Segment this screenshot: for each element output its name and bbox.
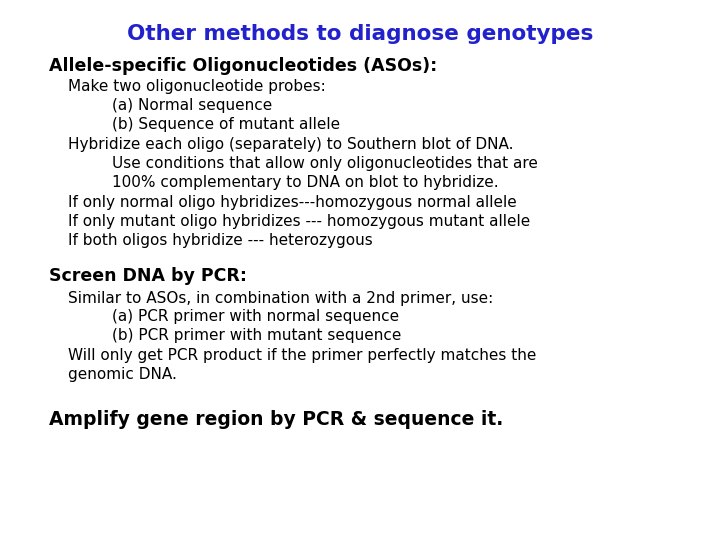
Text: 100% complementary to DNA on blot to hybridize.: 100% complementary to DNA on blot to hyb…	[112, 175, 498, 190]
Text: Allele-specific Oligonucleotides (ASOs):: Allele-specific Oligonucleotides (ASOs):	[49, 57, 437, 75]
Text: Make two oligonucleotide probes:: Make two oligonucleotide probes:	[68, 79, 326, 94]
Text: Screen DNA by PCR:: Screen DNA by PCR:	[49, 267, 247, 285]
Text: genomic DNA.: genomic DNA.	[68, 367, 177, 382]
Text: (b) Sequence of mutant allele: (b) Sequence of mutant allele	[112, 117, 340, 132]
Text: Similar to ASOs, in combination with a 2nd primer, use:: Similar to ASOs, in combination with a 2…	[68, 291, 494, 306]
Text: (a) Normal sequence: (a) Normal sequence	[112, 98, 272, 113]
Text: Hybridize each oligo (separately) to Southern blot of DNA.: Hybridize each oligo (separately) to Sou…	[68, 137, 514, 152]
Text: If both oligos hybridize --- heterozygous: If both oligos hybridize --- heterozygou…	[68, 233, 373, 248]
Text: If only mutant oligo hybridizes --- homozygous mutant allele: If only mutant oligo hybridizes --- homo…	[68, 214, 531, 229]
Text: Use conditions that allow only oligonucleotides that are: Use conditions that allow only oligonucl…	[112, 156, 537, 171]
Text: (b) PCR primer with mutant sequence: (b) PCR primer with mutant sequence	[112, 328, 401, 343]
Text: Amplify gene region by PCR & sequence it.: Amplify gene region by PCR & sequence it…	[49, 410, 503, 429]
Text: (a) PCR primer with normal sequence: (a) PCR primer with normal sequence	[112, 309, 399, 325]
Text: Will only get PCR product if the primer perfectly matches the: Will only get PCR product if the primer …	[68, 348, 537, 363]
Text: Other methods to diagnose genotypes: Other methods to diagnose genotypes	[127, 24, 593, 44]
Text: If only normal oligo hybridizes---homozygous normal allele: If only normal oligo hybridizes---homozy…	[68, 195, 517, 210]
